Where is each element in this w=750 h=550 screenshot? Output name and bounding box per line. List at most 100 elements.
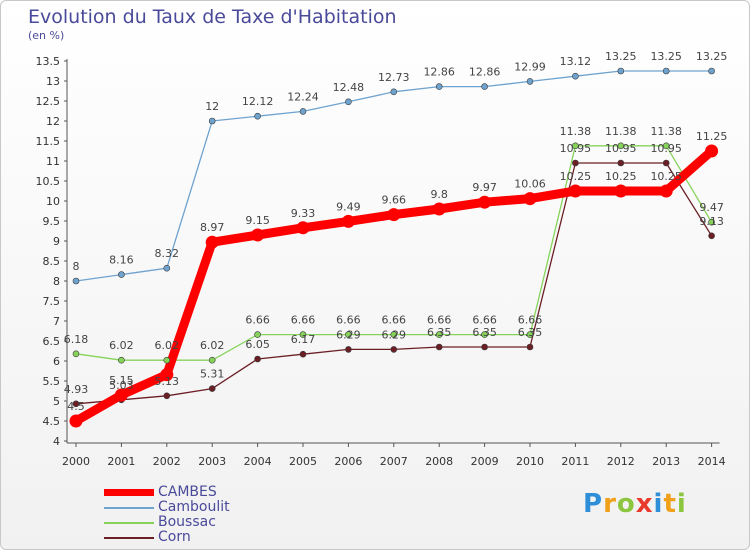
data-point-corn xyxy=(390,346,398,353)
data-point-corn xyxy=(662,159,670,167)
y-tick-label: 12 xyxy=(46,115,60,128)
data-label-cambes: 10.06 xyxy=(514,178,546,191)
data-label-cambes: 9.66 xyxy=(382,194,407,207)
data-point-boussac xyxy=(208,356,216,364)
data-point-camboulit xyxy=(617,67,625,75)
data-label-camboulit: 12 xyxy=(205,100,219,113)
data-label-corn: 6.17 xyxy=(291,333,316,346)
data-point-boussac xyxy=(390,331,398,338)
y-tick-label: 4 xyxy=(53,435,60,448)
y-tick-label: 7.5 xyxy=(43,295,61,308)
data-label-camboulit: 8 xyxy=(73,260,80,273)
y-tick-label: 5.5 xyxy=(43,375,61,388)
data-label-boussac: 6.66 xyxy=(472,314,497,327)
data-point-camboulit xyxy=(254,112,261,120)
x-tick-label: 2002 xyxy=(153,455,181,468)
x-tick-label: 2003 xyxy=(198,455,226,468)
chart-series-points xyxy=(69,67,719,428)
x-tick-label: 2008 xyxy=(425,455,453,468)
y-tick-label: 8.5 xyxy=(43,255,61,268)
data-point-camboulit xyxy=(572,72,579,80)
data-point-corn xyxy=(299,350,307,358)
chart-title: Evolution du Taux de Taxe d'Habitation xyxy=(28,6,397,28)
data-label-cambes: 9.15 xyxy=(245,214,270,227)
data-point-cambes xyxy=(341,214,355,228)
data-point-corn xyxy=(572,159,579,167)
data-label-cambes: 9.8 xyxy=(430,188,448,201)
data-point-cambes xyxy=(114,388,128,402)
data-label-boussac: 6.18 xyxy=(64,333,89,346)
y-tick-label: 7 xyxy=(53,315,60,328)
legend-swatch-boussac xyxy=(104,522,154,524)
data-label-camboulit: 12.86 xyxy=(423,66,455,79)
data-point-camboulit xyxy=(481,83,488,90)
data-point-camboulit xyxy=(345,98,352,106)
data-point-camboulit xyxy=(435,83,443,90)
data-point-cambes xyxy=(160,368,174,382)
data-label-corn: 6.05 xyxy=(245,338,270,351)
legend-label-camboulit: Camboulit xyxy=(158,499,230,515)
data-label-corn: 5.13 xyxy=(155,375,180,388)
legend-swatch-camboulit xyxy=(104,507,154,509)
data-label-camboulit: 13.25 xyxy=(650,50,682,63)
data-point-cambes xyxy=(659,184,673,198)
x-tick-label: 2006 xyxy=(334,455,362,468)
data-point-camboulit xyxy=(118,271,125,278)
data-label-boussac: 11.38 xyxy=(560,125,592,138)
data-label-corn: 6.29 xyxy=(336,328,361,341)
data-label-boussac: 6.02 xyxy=(200,339,225,352)
data-label-camboulit: 13.25 xyxy=(605,50,637,63)
data-point-boussac xyxy=(163,356,171,364)
y-tick-label: 4.5 xyxy=(43,415,61,428)
data-label-cambes: 9.97 xyxy=(472,181,497,194)
data-label-corn: 6.35 xyxy=(472,326,497,339)
data-point-corn xyxy=(208,385,216,392)
y-tick-label: 8 xyxy=(53,275,60,288)
data-point-corn xyxy=(435,343,443,351)
x-tick-label: 2004 xyxy=(244,455,272,468)
y-tick-label: 10 xyxy=(46,195,60,208)
data-point-cambes xyxy=(205,235,219,249)
x-tick-label: 2012 xyxy=(607,455,635,468)
data-point-camboulit xyxy=(208,117,216,125)
data-point-cambes xyxy=(523,192,537,206)
data-label-corn: 6.35 xyxy=(518,326,543,339)
data-point-boussac xyxy=(662,142,670,150)
data-point-corn xyxy=(526,343,534,351)
data-point-boussac xyxy=(708,218,715,226)
data-point-camboulit xyxy=(72,277,80,285)
data-label-corn: 6.35 xyxy=(427,326,452,339)
x-tick-label: 2014 xyxy=(698,455,726,468)
y-tick-label: 9 xyxy=(53,235,60,248)
data-label-cambes: 10.25 xyxy=(605,170,637,183)
data-point-corn xyxy=(345,346,352,353)
data-label-corn: 4.93 xyxy=(64,383,89,396)
data-point-boussac xyxy=(526,331,534,338)
chart-series-lines xyxy=(71,70,717,426)
data-label-corn: 5.03 xyxy=(109,379,134,392)
data-point-boussac xyxy=(435,331,443,338)
data-point-camboulit xyxy=(526,78,534,85)
x-tick-label: 2009 xyxy=(471,455,499,468)
chart-data-labels: 8 8.16 8.32 12 12.12 12.24 12.48 12.73 12.86 12.8… xyxy=(64,50,728,413)
data-label-cambes: 9.49 xyxy=(336,200,361,213)
y-tick-label: 13 xyxy=(46,75,60,88)
data-label-corn: 10.95 xyxy=(560,142,592,155)
data-label-camboulit: 8.16 xyxy=(109,254,134,267)
data-label-boussac: 6.02 xyxy=(155,339,180,352)
data-label-boussac: 11.38 xyxy=(605,125,637,138)
x-tick-label: 2010 xyxy=(516,455,544,468)
data-point-boussac xyxy=(617,142,625,150)
data-label-cambes: 10.25 xyxy=(560,170,592,183)
data-label-boussac: 6.66 xyxy=(245,314,270,327)
data-point-camboulit xyxy=(299,108,307,115)
data-label-cambes: 8.97 xyxy=(200,221,225,234)
x-tick-label: 2000 xyxy=(62,455,90,468)
data-label-boussac: 11.38 xyxy=(650,125,682,138)
y-tick-label: 12.5 xyxy=(36,95,61,108)
y-tick-label: 11 xyxy=(46,155,60,168)
data-point-corn xyxy=(708,232,715,240)
y-tick-label: 10.5 xyxy=(36,175,61,188)
y-tick-label: 6.5 xyxy=(43,335,61,348)
